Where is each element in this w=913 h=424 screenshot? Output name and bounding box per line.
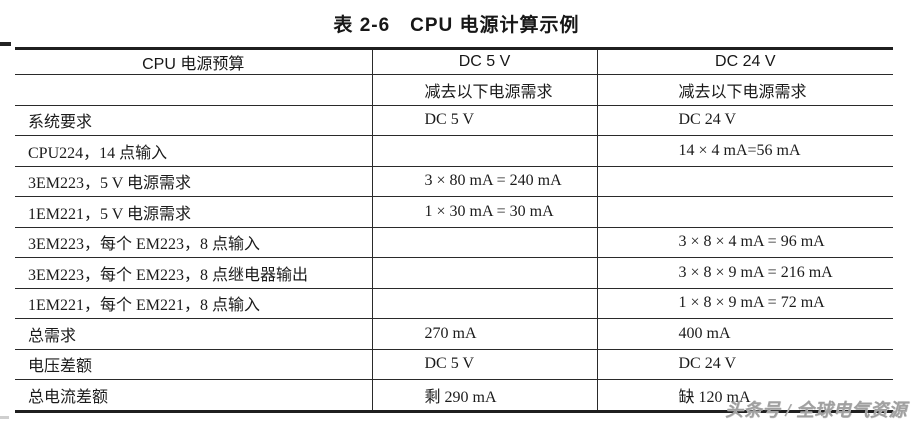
- cell-dc5v: 3 × 80 mA = 240 mA: [371, 166, 597, 198]
- cell-dc24v: 3 × 8 × 9 mA = 216 mA: [596, 257, 893, 289]
- cell-dc24v: [596, 166, 893, 198]
- column-header-dc24v: DC 24 V: [596, 48, 893, 75]
- cell-dc5v: [371, 288, 597, 320]
- cell-label: 电压差额: [15, 349, 372, 381]
- table-row: 系统要求 DC 5 V DC 24 V: [15, 105, 893, 137]
- scan-artifact: [0, 42, 11, 46]
- cell-dc24v: 1 × 8 × 9 mA = 72 mA: [596, 288, 893, 320]
- cell-dc5v: 270 mA: [371, 318, 597, 350]
- cell-dc24v: 缺 120 mA: [596, 379, 893, 412]
- cell-label: 总电流差额: [28, 389, 109, 407]
- cell-dc5v: 1 × 30 mA = 30 mA: [371, 196, 597, 228]
- cell-label: CPU224，14 点输入: [15, 135, 372, 167]
- table-row: 1EM221，5 V 电源需求 1 × 30 mA = 30 mA: [15, 196, 893, 228]
- cell-dc24v: [596, 196, 893, 228]
- cell-dc5v: 剩 290 mA: [371, 379, 597, 412]
- cell-label: 1EM221，5 V 电源需求: [15, 196, 372, 228]
- table-row: 总电流差额 剩 290 mA 缺 120 mA: [15, 379, 893, 412]
- table-row: 电压差额 DC 5 V DC 24 V: [15, 349, 893, 381]
- table-row: 3EM223，每个 EM223，8 点继电器输出 3 × 8 × 9 mA = …: [15, 257, 893, 289]
- cell-label: [15, 74, 372, 106]
- column-header-dc5v: DC 5 V: [371, 48, 597, 75]
- cell-dc5v: DC 5 V: [371, 105, 597, 137]
- cell-dc24v: 400 mA: [596, 318, 893, 350]
- cell-dc24v: DC 24 V: [596, 349, 893, 381]
- table-row: 3EM223，5 V 电源需求 3 × 80 mA = 240 mA: [15, 166, 893, 198]
- cell-label: 3EM223，每个 EM223，8 点输入: [15, 227, 372, 259]
- cell-dc5v: 减去以下电源需求: [371, 74, 597, 106]
- table-row: 3EM223，每个 EM223，8 点输入 3 × 8 × 4 mA = 96 …: [15, 227, 893, 259]
- table-row: 1EM221，每个 EM221，8 点输入 1 × 8 × 9 mA = 72 …: [15, 288, 893, 320]
- cell-dc24v: 14 × 4 mA=56 mA: [596, 135, 893, 167]
- cell-dc5v: [371, 227, 597, 259]
- cell-dc24v: 3 × 8 × 4 mA = 96 mA: [596, 227, 893, 259]
- scan-artifact: [0, 416, 9, 419]
- cell-dc5v: [371, 257, 597, 289]
- cell-dc24v: 减去以下电源需求: [596, 74, 893, 106]
- cell-label: 3EM223，每个 EM223，8 点继电器输出: [15, 257, 372, 289]
- table-header-row: CPU 电源预算 DC 5 V DC 24 V: [15, 48, 893, 75]
- table-row: 减去以下电源需求 减去以下电源需求: [15, 74, 893, 106]
- cell-label: 系统要求: [15, 105, 372, 137]
- column-header-budget: CPU 电源预算: [15, 48, 372, 75]
- cell-label: 1EM221，每个 EM221，8 点输入: [15, 288, 372, 320]
- table-row: CPU224，14 点输入 14 × 4 mA=56 mA: [15, 135, 893, 167]
- cpu-power-budget-table: CPU 电源预算 DC 5 V DC 24 V 减去以下电源需求 减去以下电源需…: [15, 47, 893, 413]
- cell-dc5v: [371, 135, 597, 167]
- page-title: 表 2-6 CPU 电源计算示例: [333, 15, 580, 36]
- watermark-text: 头条号 / 全球电气资源: [724, 400, 907, 420]
- cell-label: 3EM223，5 V 电源需求: [15, 166, 372, 198]
- cell-label: 总需求: [15, 318, 372, 350]
- table-row: 总需求 270 mA 400 mA: [15, 318, 893, 350]
- cell-dc24v: DC 24 V: [596, 105, 893, 137]
- cell-dc5v: DC 5 V: [371, 349, 597, 381]
